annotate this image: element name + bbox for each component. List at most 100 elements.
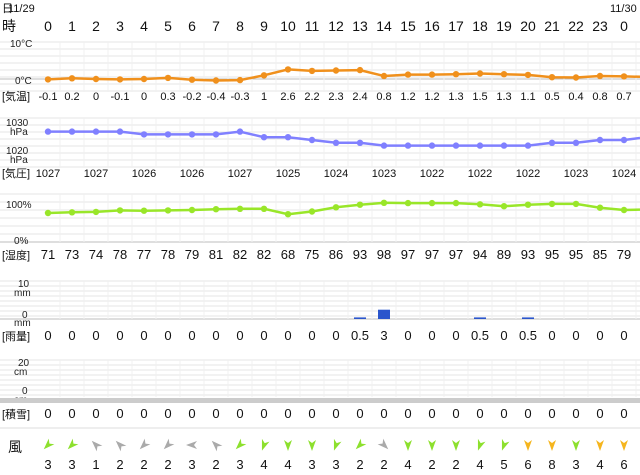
pressure-value: 1027 bbox=[84, 168, 108, 180]
wind-arrow-icon bbox=[377, 438, 389, 450]
humidity-value: 97 bbox=[425, 247, 439, 262]
rain-bar bbox=[474, 317, 486, 319]
humidity-value: 68 bbox=[281, 247, 295, 262]
hour-tick: 10 bbox=[280, 18, 296, 34]
wind-speed: 2 bbox=[452, 457, 459, 472]
humidity-value: 75 bbox=[305, 247, 319, 262]
hour-tick: 4 bbox=[140, 18, 148, 34]
wind-speed: 2 bbox=[356, 457, 363, 472]
humidity-value: 77 bbox=[137, 247, 151, 262]
snow-value: 0 bbox=[548, 406, 555, 421]
data-point bbox=[140, 75, 148, 83]
temperature-grid bbox=[0, 41, 640, 92]
data-point bbox=[356, 66, 364, 74]
temperature-value: 1.5 bbox=[472, 91, 487, 103]
wind-arrow-icon bbox=[548, 440, 556, 451]
rain-value: 0 bbox=[620, 328, 627, 343]
data-point bbox=[308, 136, 316, 144]
snow-value: 0 bbox=[596, 406, 603, 421]
wind-arrow-icon bbox=[186, 441, 197, 449]
data-point bbox=[260, 205, 268, 212]
data-point bbox=[92, 208, 100, 216]
rain-value: 0.5 bbox=[351, 328, 369, 343]
date-left: 11/29 bbox=[8, 3, 35, 15]
temperature-value: 0.7 bbox=[616, 91, 631, 103]
rain-values: 0 0 0 0 0 0 0 0 0 0 0 0 0 0.5 3 0 0 0 0.5 0 0.5 0 0 0 0 bbox=[44, 328, 627, 343]
snow-value: 0 bbox=[260, 406, 267, 421]
snow-value: 0 bbox=[500, 406, 507, 421]
rain-series bbox=[354, 309, 534, 319]
temperature-axis-top: 10°C bbox=[10, 39, 32, 50]
data-point bbox=[524, 201, 532, 208]
data-point bbox=[524, 142, 532, 149]
hour-tick: 19 bbox=[496, 18, 512, 34]
rain-value: 0 bbox=[44, 328, 51, 343]
data-point bbox=[92, 75, 100, 83]
data-point bbox=[356, 201, 364, 208]
snow-value: 0 bbox=[68, 406, 75, 421]
data-point bbox=[620, 136, 628, 144]
data-point bbox=[332, 204, 340, 211]
wind-speed: 2 bbox=[164, 457, 171, 472]
wind-arrow-icon bbox=[284, 440, 292, 451]
data-point bbox=[404, 199, 412, 207]
temperature-value: 0 bbox=[93, 91, 99, 103]
rain-value: 0 bbox=[428, 328, 435, 343]
data-point bbox=[476, 201, 484, 208]
hour-tick: 2 bbox=[92, 18, 100, 34]
data-point bbox=[212, 206, 220, 213]
hour-tick: 18 bbox=[472, 18, 488, 34]
humidity-value: 79 bbox=[617, 247, 631, 262]
wind-speed: 2 bbox=[116, 457, 123, 472]
temperature-value: 1 bbox=[261, 91, 267, 103]
wind-speed: 3 bbox=[332, 457, 339, 472]
humidity-value: 95 bbox=[545, 247, 559, 262]
rain-value: 0 bbox=[596, 328, 603, 343]
rain-value: 0.5 bbox=[471, 328, 489, 343]
temperature-value: 0.5 bbox=[544, 91, 559, 103]
rain-value: 0 bbox=[404, 328, 411, 343]
hour-tick: 9 bbox=[260, 18, 268, 34]
rain-bar bbox=[378, 309, 390, 319]
humidity-value: 73 bbox=[65, 247, 79, 262]
wind-speed: 4 bbox=[596, 457, 603, 472]
wind-arrow-icon bbox=[428, 440, 436, 451]
data-point bbox=[140, 131, 148, 138]
data-point bbox=[476, 142, 484, 149]
hour-label: 時 bbox=[2, 18, 16, 34]
pressure-axis-top: 1030 bbox=[6, 118, 29, 129]
wind-speed: 3 bbox=[68, 457, 75, 472]
pressure-value: 1022 bbox=[516, 168, 540, 180]
hour-tick: 13 bbox=[352, 18, 368, 34]
wind-arrow-icon bbox=[163, 438, 175, 450]
wind-arrow-icon bbox=[452, 440, 460, 451]
data-point bbox=[260, 134, 268, 141]
data-point bbox=[620, 73, 628, 80]
wind-speed: 8 bbox=[548, 457, 555, 472]
wind-arrow-icon bbox=[43, 438, 55, 450]
wind-speed: 4 bbox=[260, 457, 267, 472]
wind-arrow-icon bbox=[211, 440, 223, 452]
snow-value: 0 bbox=[116, 406, 123, 421]
wind-speed: 6 bbox=[524, 457, 531, 472]
data-point bbox=[380, 72, 388, 80]
temperature-value: 0.8 bbox=[592, 91, 607, 103]
temperature-value: -0.2 bbox=[183, 91, 202, 103]
data-point bbox=[116, 128, 124, 135]
temperature-value: 1.3 bbox=[448, 91, 463, 103]
date-right: 11/30 bbox=[610, 3, 637, 15]
pressure-value: 1025 bbox=[276, 168, 300, 180]
wind-arrow-icon bbox=[333, 438, 342, 451]
humidity-value: 82 bbox=[233, 247, 247, 262]
wind-arrow-icon bbox=[261, 438, 270, 451]
wind-speed: 6 bbox=[620, 457, 627, 472]
snow-value: 0 bbox=[140, 406, 147, 421]
temperature-value: 2.6 bbox=[280, 91, 295, 103]
snow-separator bbox=[0, 398, 640, 403]
humidity-value: 82 bbox=[257, 247, 271, 262]
series-line bbox=[47, 68, 640, 82]
humidity-grid bbox=[0, 193, 640, 243]
data-point bbox=[284, 211, 292, 218]
data-point bbox=[212, 131, 220, 138]
